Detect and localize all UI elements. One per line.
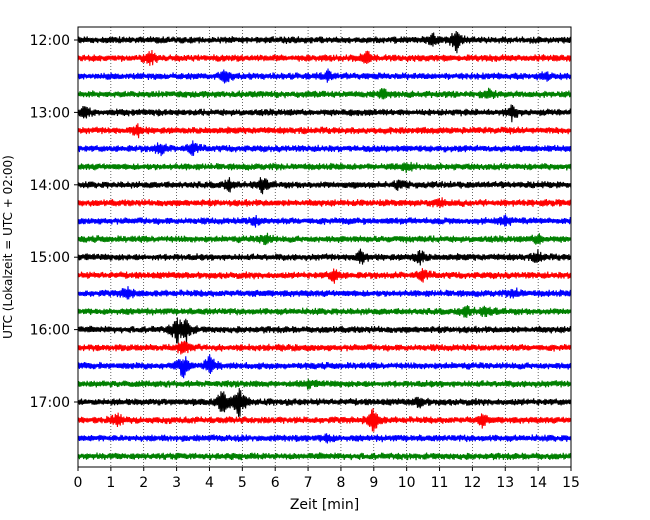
trace-1515: [77, 268, 572, 284]
x-tick-label: 5: [238, 475, 247, 491]
x-tick-label: 0: [74, 475, 83, 491]
x-axis-label: Zeit [min]: [290, 497, 359, 513]
trace-1245: [77, 87, 572, 100]
y-axis-ticks: 12:00 13:00 14:00 15:00 16:00 17:00: [30, 33, 78, 411]
trace-1600: [77, 317, 572, 346]
y-tick-label: 17:00: [30, 395, 70, 411]
x-tick-label: 6: [271, 475, 280, 491]
x-tick-label: 15: [562, 475, 580, 491]
trace-1415: [77, 197, 572, 209]
trace-1500: [77, 248, 572, 266]
trace-1230: [77, 68, 572, 84]
trace-1545: [77, 305, 572, 318]
x-tick-label: 11: [431, 475, 449, 491]
y-tick-label: 12:00: [30, 33, 70, 49]
x-tick-label: 13: [496, 475, 514, 491]
x-tick-label: 14: [529, 475, 547, 491]
x-tick-label: 7: [304, 475, 313, 491]
y-axis-label: UTC (Lokalzeit = UTC + 02:00): [1, 155, 15, 339]
x-tick-label: 4: [205, 475, 214, 491]
trace-1345: [77, 161, 572, 174]
x-tick-label: 9: [369, 475, 378, 491]
y-tick-label: 14:00: [30, 178, 70, 194]
x-tick-label: 8: [336, 475, 345, 491]
trace-1300: [77, 104, 572, 123]
traces: [77, 30, 572, 461]
y-tick-label: 15:00: [30, 250, 70, 266]
x-tick-label: 2: [139, 475, 148, 491]
trace-1315: [77, 123, 572, 139]
trace-1215: [77, 50, 572, 66]
grid-lines: [110, 27, 539, 467]
trace-1615: [77, 340, 572, 355]
trace-1330: [77, 140, 572, 157]
trace-1700: [77, 388, 572, 417]
y-tick-label: 13:00: [30, 105, 70, 121]
trace-1430: [77, 214, 572, 228]
x-tick-label: 1: [106, 475, 115, 491]
plot-frame: [77, 26, 572, 468]
x-tick-label: 12: [463, 475, 481, 491]
x-tick-label: 10: [398, 475, 416, 491]
x-tick-label: 3: [172, 475, 181, 491]
trace-1445: [77, 232, 572, 246]
trace-1715: [77, 408, 572, 432]
trace-1645: [77, 378, 572, 390]
trace-1530: [77, 286, 572, 300]
trace-1400: [77, 177, 572, 195]
trace-1745: [77, 452, 572, 461]
trace-1630: [77, 354, 572, 379]
trace-1200: [77, 30, 572, 54]
trace-1730: [77, 433, 572, 444]
x-axis-ticks: 0 1 2 3 4 5 6 7 8 9 10 11 12 13 14 15: [74, 467, 580, 491]
y-tick-label: 16:00: [30, 323, 70, 339]
